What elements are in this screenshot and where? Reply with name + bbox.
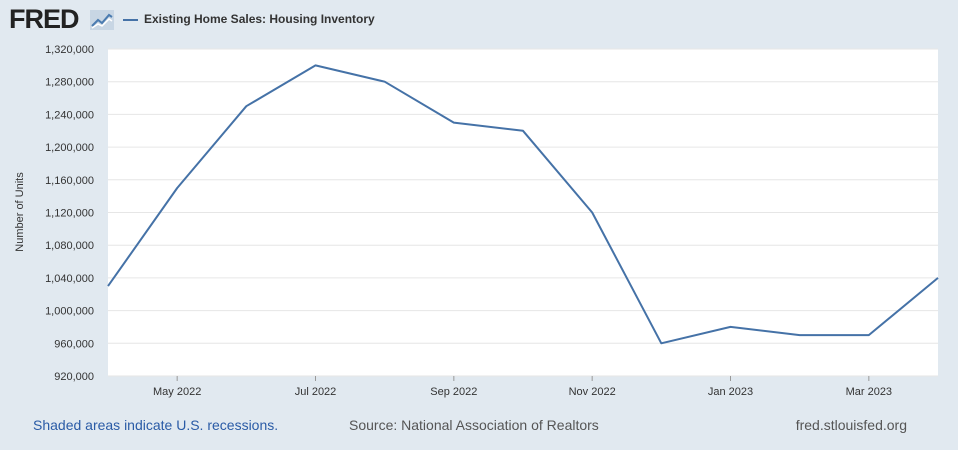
- gridlines: [108, 48, 938, 377]
- x-tick-label: Nov 2022: [569, 386, 616, 398]
- y-tick-label: 1,160,000: [45, 175, 94, 187]
- source-text: Source: National Association of Realtors: [349, 417, 599, 433]
- y-tick-label: 1,080,000: [45, 240, 94, 252]
- y-tick-label: 1,000,000: [45, 306, 94, 318]
- y-tick-label: 1,240,000: [45, 109, 94, 121]
- chart-line-icon: [90, 10, 114, 30]
- y-tick-label: 920,000: [54, 371, 94, 383]
- site-link[interactable]: fred.stlouisfed.org: [795, 417, 907, 433]
- y-tick-label: 1,280,000: [45, 77, 94, 89]
- recession-note-link[interactable]: Shaded areas indicate U.S. recessions.: [33, 417, 279, 433]
- y-axis-ticks: 920,000 960,000 1,000,000 1,040,000 1,080,00…: [45, 44, 94, 383]
- series-group: [107, 64, 939, 345]
- y-tick-label: 1,200,000: [45, 142, 94, 154]
- series-line[interactable]: [107, 64, 939, 345]
- x-tick-label: Jul 2022: [295, 386, 337, 398]
- chart-header: FRED Existing Home Sales: Housing Invent…: [0, 0, 958, 40]
- legend-label: Existing Home Sales: Housing Inventory: [144, 12, 375, 26]
- y-axis-label: Number of Units: [14, 172, 26, 252]
- y-tick-label: 1,120,000: [45, 208, 94, 220]
- y-tick-label: 1,320,000: [45, 44, 94, 56]
- chart-footer: Shaded areas indicate U.S. recessions. S…: [0, 414, 958, 436]
- line-chart: 920,000 960,000 1,000,000 1,040,000 1,080,00…: [14, 44, 939, 398]
- x-tick-label: May 2022: [153, 386, 201, 398]
- legend-swatch: [123, 19, 138, 21]
- y-tick-label: 960,000: [54, 338, 94, 350]
- x-tick-label: Mar 2023: [846, 386, 892, 398]
- x-tick-label: Jan 2023: [708, 386, 753, 398]
- fred-logo[interactable]: FRED: [9, 4, 79, 34]
- y-tick-label: 1,040,000: [45, 273, 94, 285]
- x-axis-ticks: May 2022 Jul 2022 Sep 2022 Nov 2022 Jan 2023…: [153, 376, 892, 398]
- x-tick-label: Sep 2022: [430, 386, 477, 398]
